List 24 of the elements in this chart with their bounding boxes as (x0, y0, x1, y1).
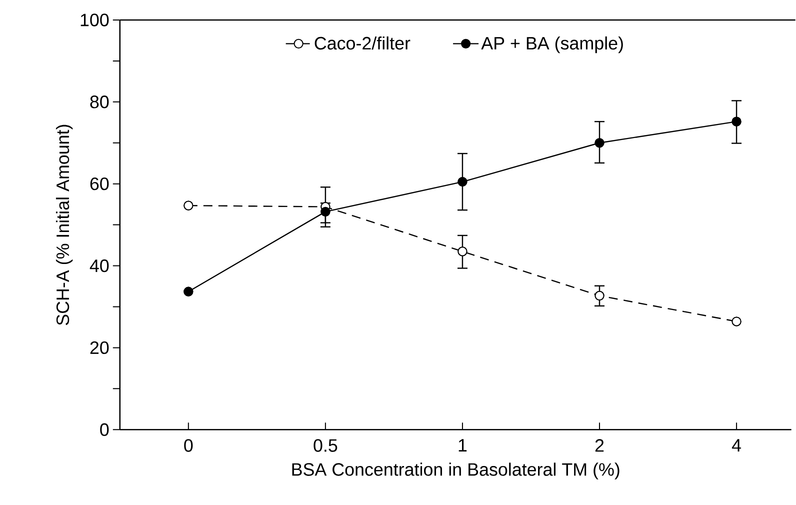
point (594, 138, 604, 148)
legend-label: Caco-2/filter (314, 36, 410, 50)
y-tick-label: 100 (80, 14, 109, 27)
x-axis-title: BSA Concentration in Basolateral TM (%) (292, 462, 620, 480)
point (184, 286, 194, 297)
point (184, 200, 194, 211)
x-tick-label: 0.5 (314, 439, 338, 452)
point (458, 246, 468, 256)
point (458, 177, 468, 187)
point (732, 316, 742, 326)
point (594, 291, 604, 301)
y-axis-title: SCH-A (% Initial Amount) (56, 125, 73, 326)
y-tick-label: 80 (90, 96, 109, 108)
legend-label: AP + BA (sample) (481, 36, 623, 54)
x-tick-label: 1 (458, 439, 467, 452)
y-tick-label: 60 (90, 178, 109, 190)
point (320, 207, 330, 217)
y-tick-label: 40 (90, 260, 109, 272)
y-tick-label: 0 (100, 423, 109, 436)
x-tick-label: 2 (595, 439, 604, 452)
point (732, 116, 742, 127)
x-tick-label: 0 (184, 439, 193, 452)
x-tick-label: 4 (732, 439, 741, 452)
y-tick-label: 20 (90, 342, 109, 354)
